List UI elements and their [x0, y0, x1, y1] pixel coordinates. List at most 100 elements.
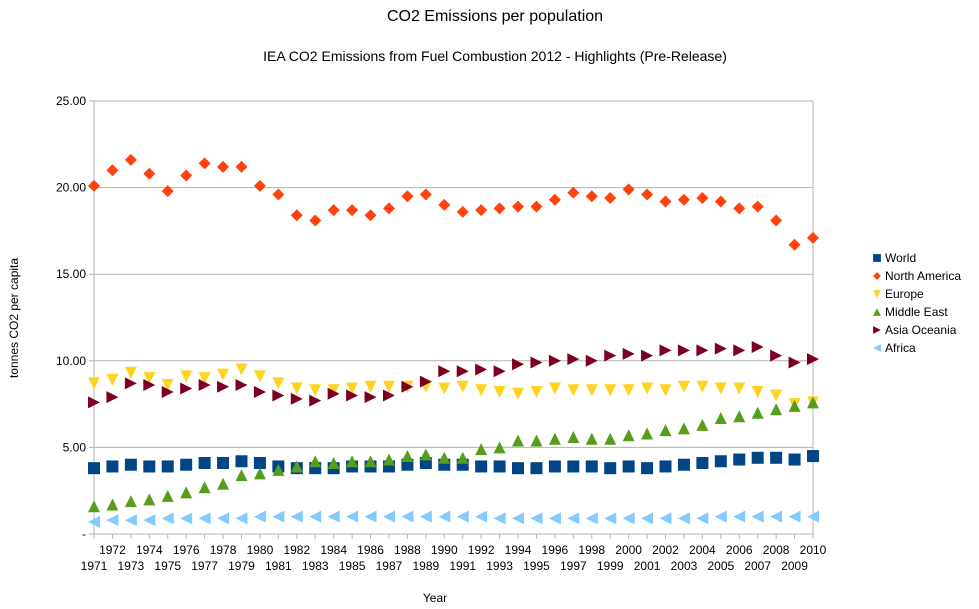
- data-point-europe: [106, 373, 119, 386]
- series-asia-oceania: [88, 340, 819, 409]
- data-point-africa: [696, 512, 709, 525]
- data-point-africa: [493, 512, 506, 525]
- y-tick-label: 20.00: [56, 181, 86, 195]
- data-point-europe: [493, 385, 506, 398]
- data-point-north-america: [641, 188, 654, 201]
- data-point-europe: [456, 380, 469, 393]
- data-point-europe: [714, 382, 727, 395]
- data-point-middle-east: [217, 477, 230, 490]
- data-point-asia-oceania: [346, 389, 359, 402]
- x-tick-label: 2004: [689, 543, 716, 557]
- legend-item-north-america: North America: [873, 269, 961, 283]
- data-point-middle-east: [696, 418, 709, 431]
- y-tick-label: 5.00: [63, 440, 87, 454]
- data-points: [88, 153, 819, 528]
- data-point-africa: [143, 514, 156, 527]
- data-point-middle-east: [438, 451, 451, 464]
- data-point-north-america: [364, 209, 377, 222]
- x-axis-title: Year: [423, 591, 447, 605]
- x-tick-label: 2007: [744, 559, 771, 573]
- data-point-north-america: [161, 185, 174, 198]
- data-point-europe: [346, 382, 359, 395]
- data-point-asia-oceania: [217, 380, 230, 393]
- data-point-world: [585, 460, 598, 473]
- series-world: [88, 450, 819, 475]
- x-tick-label: 1993: [486, 559, 513, 573]
- data-point-asia-oceania: [696, 344, 709, 357]
- data-point-middle-east: [530, 434, 543, 447]
- legend-marker-africa-icon: [873, 344, 881, 352]
- data-point-asia-oceania: [143, 379, 156, 392]
- data-point-world: [124, 458, 137, 471]
- data-point-world: [88, 462, 100, 475]
- data-point-africa: [124, 514, 137, 527]
- data-point-north-america: [751, 200, 764, 213]
- x-tick-label: 1992: [468, 543, 495, 557]
- data-point-north-america: [253, 179, 266, 192]
- data-point-middle-east: [677, 422, 690, 435]
- data-point-world: [530, 462, 543, 475]
- legend-marker-europe-icon: [873, 290, 881, 298]
- data-point-asia-oceania: [235, 379, 248, 392]
- x-tick-label: 1991: [449, 559, 476, 573]
- data-point-north-america: [696, 191, 709, 204]
- x-tick-label: 1979: [228, 559, 255, 573]
- legend-item-middle-east: Middle East: [873, 305, 948, 319]
- data-point-north-america: [567, 186, 580, 199]
- x-tick-label: 2002: [652, 543, 679, 557]
- data-point-europe: [217, 368, 230, 381]
- data-point-north-america: [512, 200, 525, 213]
- data-point-africa: [714, 510, 727, 523]
- data-point-asia-oceania: [677, 344, 690, 357]
- data-point-north-america: [290, 209, 303, 222]
- data-point-africa: [512, 512, 525, 525]
- x-tick-label: 1985: [339, 559, 366, 573]
- data-point-north-america: [714, 195, 727, 208]
- legend-label: Middle East: [885, 305, 948, 319]
- x-tick-label: 1988: [394, 543, 421, 557]
- data-point-asia-oceania: [382, 389, 395, 402]
- data-point-africa: [475, 510, 488, 523]
- data-point-middle-east: [622, 429, 635, 442]
- y-tick-label: 10.00: [56, 354, 86, 368]
- data-point-world: [143, 460, 156, 473]
- x-tick-label: 1997: [560, 559, 587, 573]
- data-point-asia-oceania: [604, 349, 617, 362]
- data-point-europe: [696, 380, 709, 393]
- x-tick-label: 2009: [781, 559, 808, 573]
- data-point-africa: [530, 512, 543, 525]
- data-point-africa: [382, 510, 395, 523]
- data-point-africa: [807, 510, 819, 523]
- x-tick-label: 1990: [431, 543, 458, 557]
- data-point-middle-east: [272, 463, 285, 476]
- data-point-north-america: [659, 195, 672, 208]
- series-north-america: [88, 153, 819, 251]
- data-point-africa: [88, 515, 100, 528]
- x-tick-label: 1987: [376, 559, 403, 573]
- data-point-middle-east: [161, 489, 174, 502]
- data-point-middle-east: [548, 432, 561, 445]
- data-point-middle-east: [364, 455, 377, 468]
- x-tick-label: 1972: [99, 543, 126, 557]
- series-middle-east: [88, 396, 819, 513]
- data-point-europe: [438, 382, 451, 395]
- data-point-north-america: [106, 164, 119, 177]
- data-point-north-america: [272, 188, 285, 201]
- data-point-north-america: [180, 169, 193, 182]
- data-point-north-america: [585, 190, 598, 203]
- data-point-europe: [512, 387, 525, 400]
- data-point-europe: [290, 382, 303, 395]
- x-tick-label: 2001: [634, 559, 661, 573]
- data-point-north-america: [382, 202, 395, 215]
- data-point-asia-oceania: [475, 363, 488, 376]
- data-point-world: [493, 460, 506, 473]
- x-tick-label: 1989: [412, 559, 439, 573]
- data-point-middle-east: [604, 432, 617, 445]
- x-tick-label: 1981: [265, 559, 292, 573]
- data-point-middle-east: [456, 451, 469, 464]
- legend-item-europe: Europe: [873, 287, 924, 301]
- data-point-world: [548, 460, 561, 473]
- data-point-africa: [346, 510, 359, 523]
- data-point-asia-oceania: [198, 379, 211, 392]
